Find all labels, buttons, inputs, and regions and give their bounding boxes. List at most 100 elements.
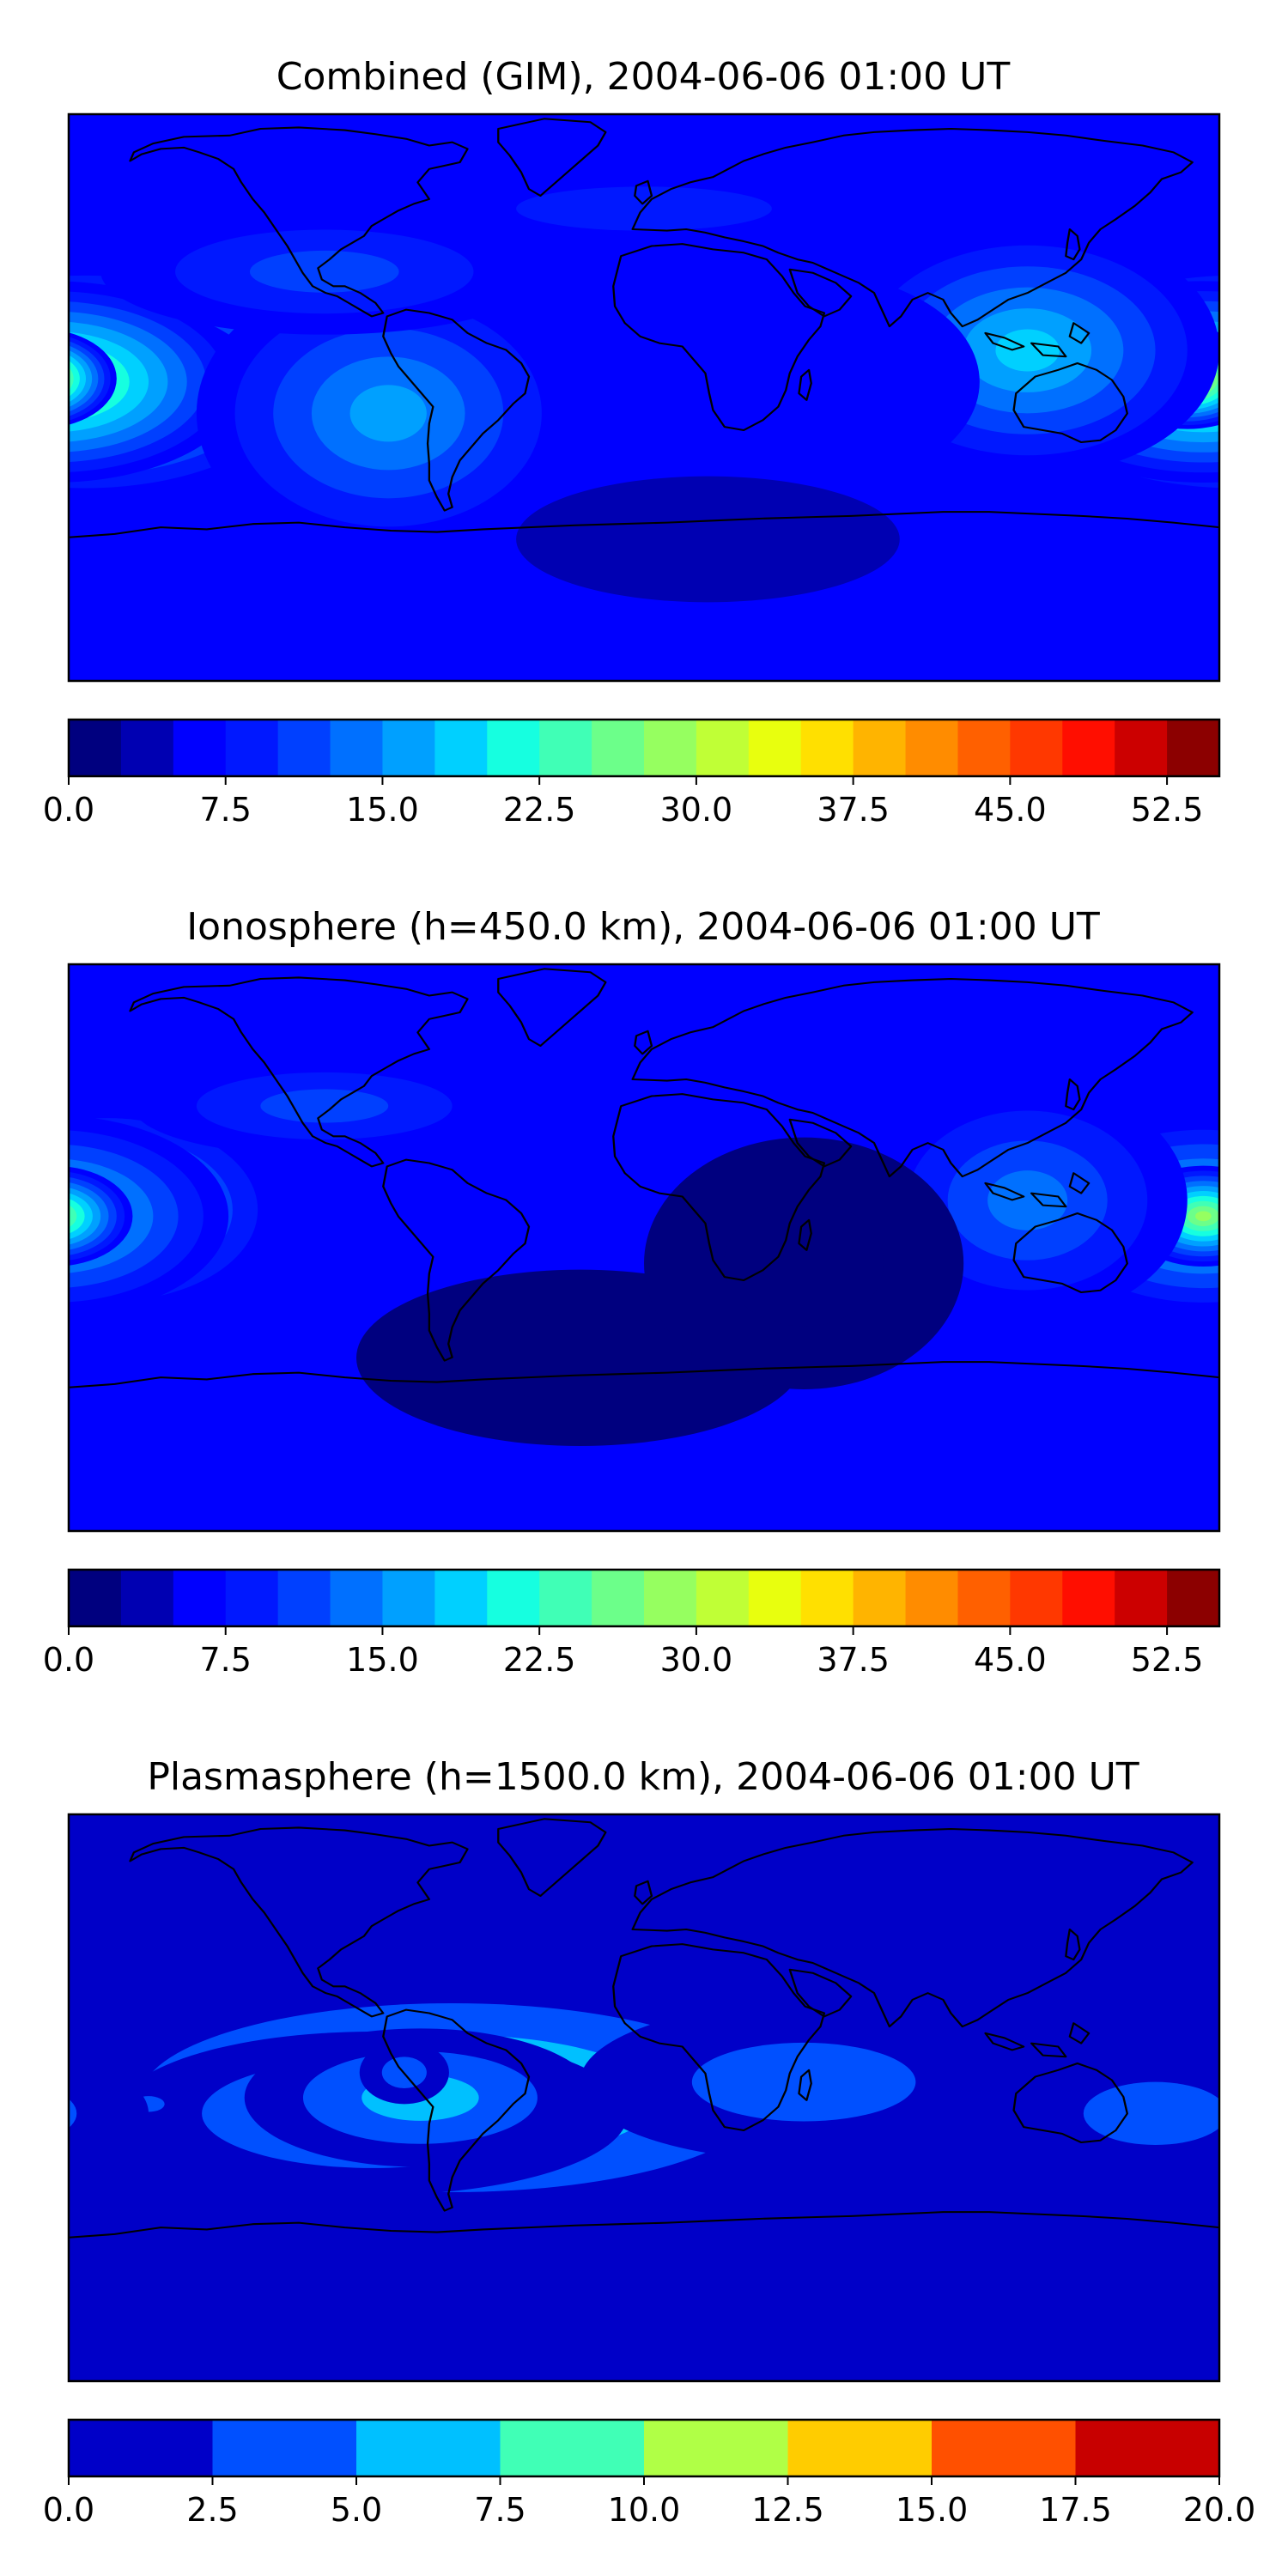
tec-contour (1210, 1187, 1219, 1226)
tec-contour (69, 376, 72, 388)
colorbar-swatch (696, 1570, 750, 1626)
tec-contour (1258, 377, 1277, 387)
colorbar-frame (67, 718, 1221, 778)
colorbar-tick-label: 7.5 (200, 791, 252, 829)
colorbar-swatch (853, 1570, 907, 1626)
colorbar-swatch (382, 1570, 435, 1626)
colorbar-tick-label: 20.0 (1183, 2491, 1256, 2529)
tec-contour (260, 1089, 389, 1123)
tec-contour (69, 2057, 149, 2171)
tec-contour (1240, 361, 1288, 408)
colorbar-tick-label: 15.0 (346, 1641, 419, 1679)
colorbar-swatch (1115, 720, 1168, 776)
tec-contour (1244, 364, 1288, 406)
tec-contour (1235, 1186, 1288, 1227)
colorbar-swatch (487, 720, 540, 776)
panel-title: Combined (GIM), 2004-06-06 01:00 UT (276, 55, 1011, 99)
colorbar-tick-label: 10.0 (608, 2491, 681, 2529)
tec-contour (1249, 366, 1288, 404)
tec-contour (1229, 361, 1288, 402)
tec-contour (1212, 369, 1219, 401)
tec-contour (987, 1170, 1068, 1230)
panel-ionosphere: Ionosphere (h=450.0 km), 2004-06-06 01:0… (37, 905, 1288, 1679)
colorbar-swatch (487, 1570, 540, 1626)
map-frame (67, 963, 1221, 1533)
colorbar-swatch (592, 720, 645, 776)
colorbar-swatch (800, 1570, 854, 1626)
colorbar-tick-label: 5.0 (331, 2491, 382, 2529)
colorbar-tick-label: 30.0 (660, 1641, 733, 1679)
colorbar: 0.0 2.5 5.0 7.5 10.0 12.5 15.0 17.5 20.0 (43, 2418, 1256, 2529)
tec-contour (31, 374, 43, 382)
colorbar-swatch (69, 2420, 213, 2476)
colorbar: 0.0 7.5 15.0 22.5 30.0 37.5 45.0 52.5 (43, 718, 1221, 829)
colorbar-swatch (1062, 1570, 1115, 1626)
tec-contour (69, 367, 74, 391)
tec-contour (1259, 1201, 1275, 1212)
colorbar-tick-label: 7.5 (200, 1641, 252, 1679)
colorbar-tick-label: 7.5 (474, 2491, 526, 2529)
tec-contour (995, 329, 1060, 372)
colorbar-tick-label: 52.5 (1131, 791, 1204, 829)
tec-contour (45, 1211, 61, 1221)
tec-contour (18, 367, 55, 390)
tec-contour (1256, 370, 1288, 399)
colorbar-swatch (212, 2420, 357, 2476)
colorbar-tick-label: 17.5 (1039, 2491, 1112, 2529)
colorbar-swatch (225, 720, 279, 776)
colorbar-swatch (173, 1570, 227, 1626)
tec-contour (1260, 373, 1288, 398)
colorbar-swatch (800, 720, 854, 776)
tec-contour (37, 1206, 69, 1226)
tec-contour (1224, 354, 1288, 416)
tec-contour (69, 2099, 77, 2129)
tec-contour (468, 1314, 692, 1402)
colorbar-swatch (69, 720, 122, 776)
panel-title: Plasmasphere (h=1500.0 km), 2004-06-06 0… (147, 1755, 1139, 1799)
colorbar-tick-label: 0.0 (43, 791, 94, 829)
colorbar-swatch (1075, 2420, 1220, 2476)
colorbar-swatch (120, 720, 174, 776)
tec-contour (1219, 356, 1288, 407)
colorbar-tick-label: 15.0 (896, 2491, 969, 2529)
colorbar-swatch (1010, 1570, 1063, 1626)
colorbar-swatch (434, 720, 488, 776)
tec-contour (1232, 358, 1288, 413)
colorbar-swatch (644, 2420, 788, 2476)
panel-plasmasphere: Plasmasphere (h=1500.0 km), 2004-06-06 0… (43, 1755, 1256, 2529)
tec-contour (12, 363, 61, 394)
tec-contour (1238, 367, 1288, 397)
tec-contour (1221, 351, 1288, 418)
colorbar-swatch (277, 1570, 331, 1626)
colorbar-tick-label: 22.5 (503, 1641, 576, 1679)
colorbar-swatch (1167, 1570, 1220, 1626)
tec-contour (1083, 2081, 1219, 2145)
colorbar-swatch (120, 1570, 174, 1626)
colorbar-tick-label: 45.0 (974, 791, 1047, 829)
tec-contour (69, 1205, 77, 1228)
colorbar-swatch (592, 1570, 645, 1626)
tec-contour (1218, 1200, 1219, 1213)
tec-contour (715, 326, 892, 437)
colorbar-tick-label: 45.0 (974, 1641, 1047, 1679)
colorbar-tick-label: 12.5 (751, 2491, 824, 2529)
colorbar-swatch (356, 2420, 501, 2476)
colorbar-tick-label: 30.0 (660, 791, 733, 829)
colorbar-swatch (644, 720, 697, 776)
tec-contour (24, 371, 49, 386)
colorbar-swatch (1115, 1570, 1168, 1626)
tec-map (67, 1813, 1221, 2383)
tec-contour (1195, 1211, 1212, 1222)
tec-contour (1229, 355, 1288, 414)
tec-contour (691, 2042, 916, 2122)
colorbar-swatch (905, 720, 958, 776)
colorbar-tick-label: 0.0 (43, 1641, 94, 1679)
colorbar-swatch (932, 2420, 1076, 2476)
colorbar-tick-label: 37.5 (817, 1641, 890, 1679)
colorbar-swatch (644, 1570, 697, 1626)
tec-contour (1264, 374, 1288, 395)
colorbar-swatch (787, 2420, 933, 2476)
colorbar-tick-label: 52.5 (1131, 1641, 1204, 1679)
tec-contour (1272, 379, 1288, 392)
